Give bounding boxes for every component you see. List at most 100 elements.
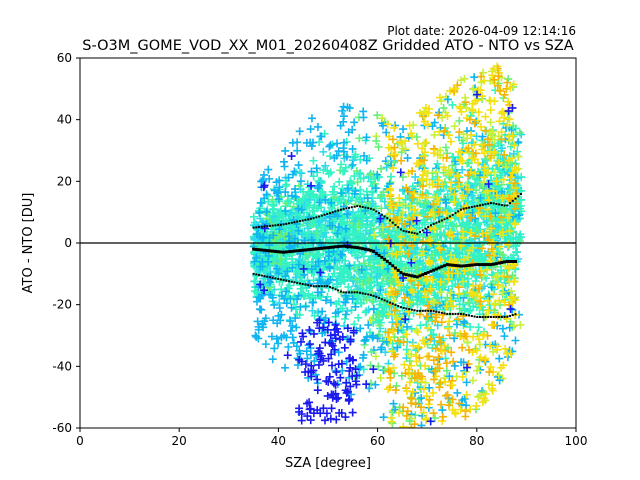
data-point [341, 310, 350, 319]
data-point [284, 173, 293, 182]
data-point [293, 354, 302, 363]
data-point [359, 234, 368, 243]
mean-marker [331, 245, 335, 249]
mean-marker [483, 263, 487, 267]
data-point [354, 313, 363, 322]
data-point [350, 118, 359, 127]
data-point [419, 207, 428, 216]
data-point [281, 146, 290, 155]
mean-marker [407, 273, 411, 277]
data-point [321, 228, 330, 237]
data-point [274, 339, 283, 348]
data-point [446, 237, 455, 246]
data-point [504, 75, 513, 84]
upper-stat-marker [356, 205, 359, 208]
mean-marker [257, 248, 261, 252]
data-point [348, 226, 357, 235]
x-tick-label: 100 [565, 434, 588, 448]
data-point [334, 196, 343, 205]
upper-stat-marker [479, 204, 482, 207]
lower-stat-marker [514, 313, 517, 316]
lower-stat-marker [277, 277, 280, 280]
data-point [448, 161, 457, 170]
upper-stat-marker [405, 230, 408, 233]
x-tick-label: 0 [76, 434, 84, 448]
upper-stat-marker [495, 202, 498, 205]
lower-stat-marker [459, 312, 462, 315]
lower-stat-marker [380, 298, 383, 301]
data-point [288, 191, 297, 200]
upper-stat-marker [358, 205, 361, 208]
mean-marker [254, 247, 258, 251]
mean-marker [391, 264, 395, 268]
mean-marker [303, 248, 307, 252]
data-point [296, 177, 305, 186]
data-point [466, 322, 475, 331]
data-point [458, 165, 467, 174]
upper-stat-marker [413, 232, 416, 235]
data-point [324, 169, 333, 178]
upper-stat-marker [378, 212, 381, 215]
data-point [493, 196, 502, 205]
lower-stat-marker [449, 312, 452, 315]
data-point [289, 202, 298, 211]
y-axis-label: ATO - NTO [DU] [21, 193, 36, 294]
data-point [508, 271, 517, 280]
data-point [413, 300, 422, 309]
mean-marker [437, 266, 441, 270]
upper-stat-marker [353, 205, 356, 208]
mean-marker [363, 247, 367, 251]
lower-stat-marker [350, 291, 353, 294]
data-point [303, 354, 312, 363]
data-point [343, 209, 352, 218]
data-point [254, 224, 263, 233]
data-point [382, 128, 391, 137]
data-point [265, 283, 274, 292]
lower-stat-marker [435, 310, 438, 313]
data-point [308, 306, 317, 315]
mean-marker [500, 260, 504, 264]
mean-marker [462, 264, 466, 268]
data-point [513, 174, 522, 183]
data-point [350, 273, 359, 282]
mean-marker [475, 263, 479, 267]
data-point [445, 249, 454, 258]
data-point [313, 227, 322, 236]
data-point [310, 193, 319, 202]
data-point [378, 194, 387, 203]
lower-stat-marker [274, 277, 277, 280]
upper-stat-marker [429, 224, 432, 227]
upper-stat-marker [416, 232, 419, 235]
mean-marker [290, 249, 294, 253]
mean-marker [388, 262, 392, 266]
data-point [252, 253, 261, 262]
lower-stat-marker [301, 283, 304, 286]
upper-stat-marker [492, 202, 495, 205]
lower-stat-marker [266, 275, 269, 278]
data-point [313, 122, 322, 131]
upper-stat-marker [252, 226, 255, 229]
lower-stat-marker [290, 280, 293, 283]
data-point [291, 305, 300, 314]
data-point [252, 288, 261, 297]
data-point [295, 127, 304, 136]
lower-stat-marker [509, 314, 512, 317]
lower-stat-marker [438, 311, 441, 314]
mean-marker [429, 269, 433, 273]
mean-marker [358, 246, 362, 250]
data-point [278, 277, 287, 286]
data-point [294, 260, 303, 269]
mean-marker [298, 249, 302, 253]
data-point [345, 104, 354, 113]
mean-marker [459, 264, 463, 268]
upper-stat-marker [473, 205, 476, 208]
mean-marker [282, 250, 286, 254]
data-point [351, 275, 360, 284]
mean-marker [448, 263, 452, 267]
mean-marker [260, 248, 264, 252]
data-point [391, 235, 400, 244]
lower-stat-marker [457, 312, 460, 315]
data-point [306, 195, 315, 204]
data-point [348, 160, 357, 169]
data-point [325, 142, 334, 151]
